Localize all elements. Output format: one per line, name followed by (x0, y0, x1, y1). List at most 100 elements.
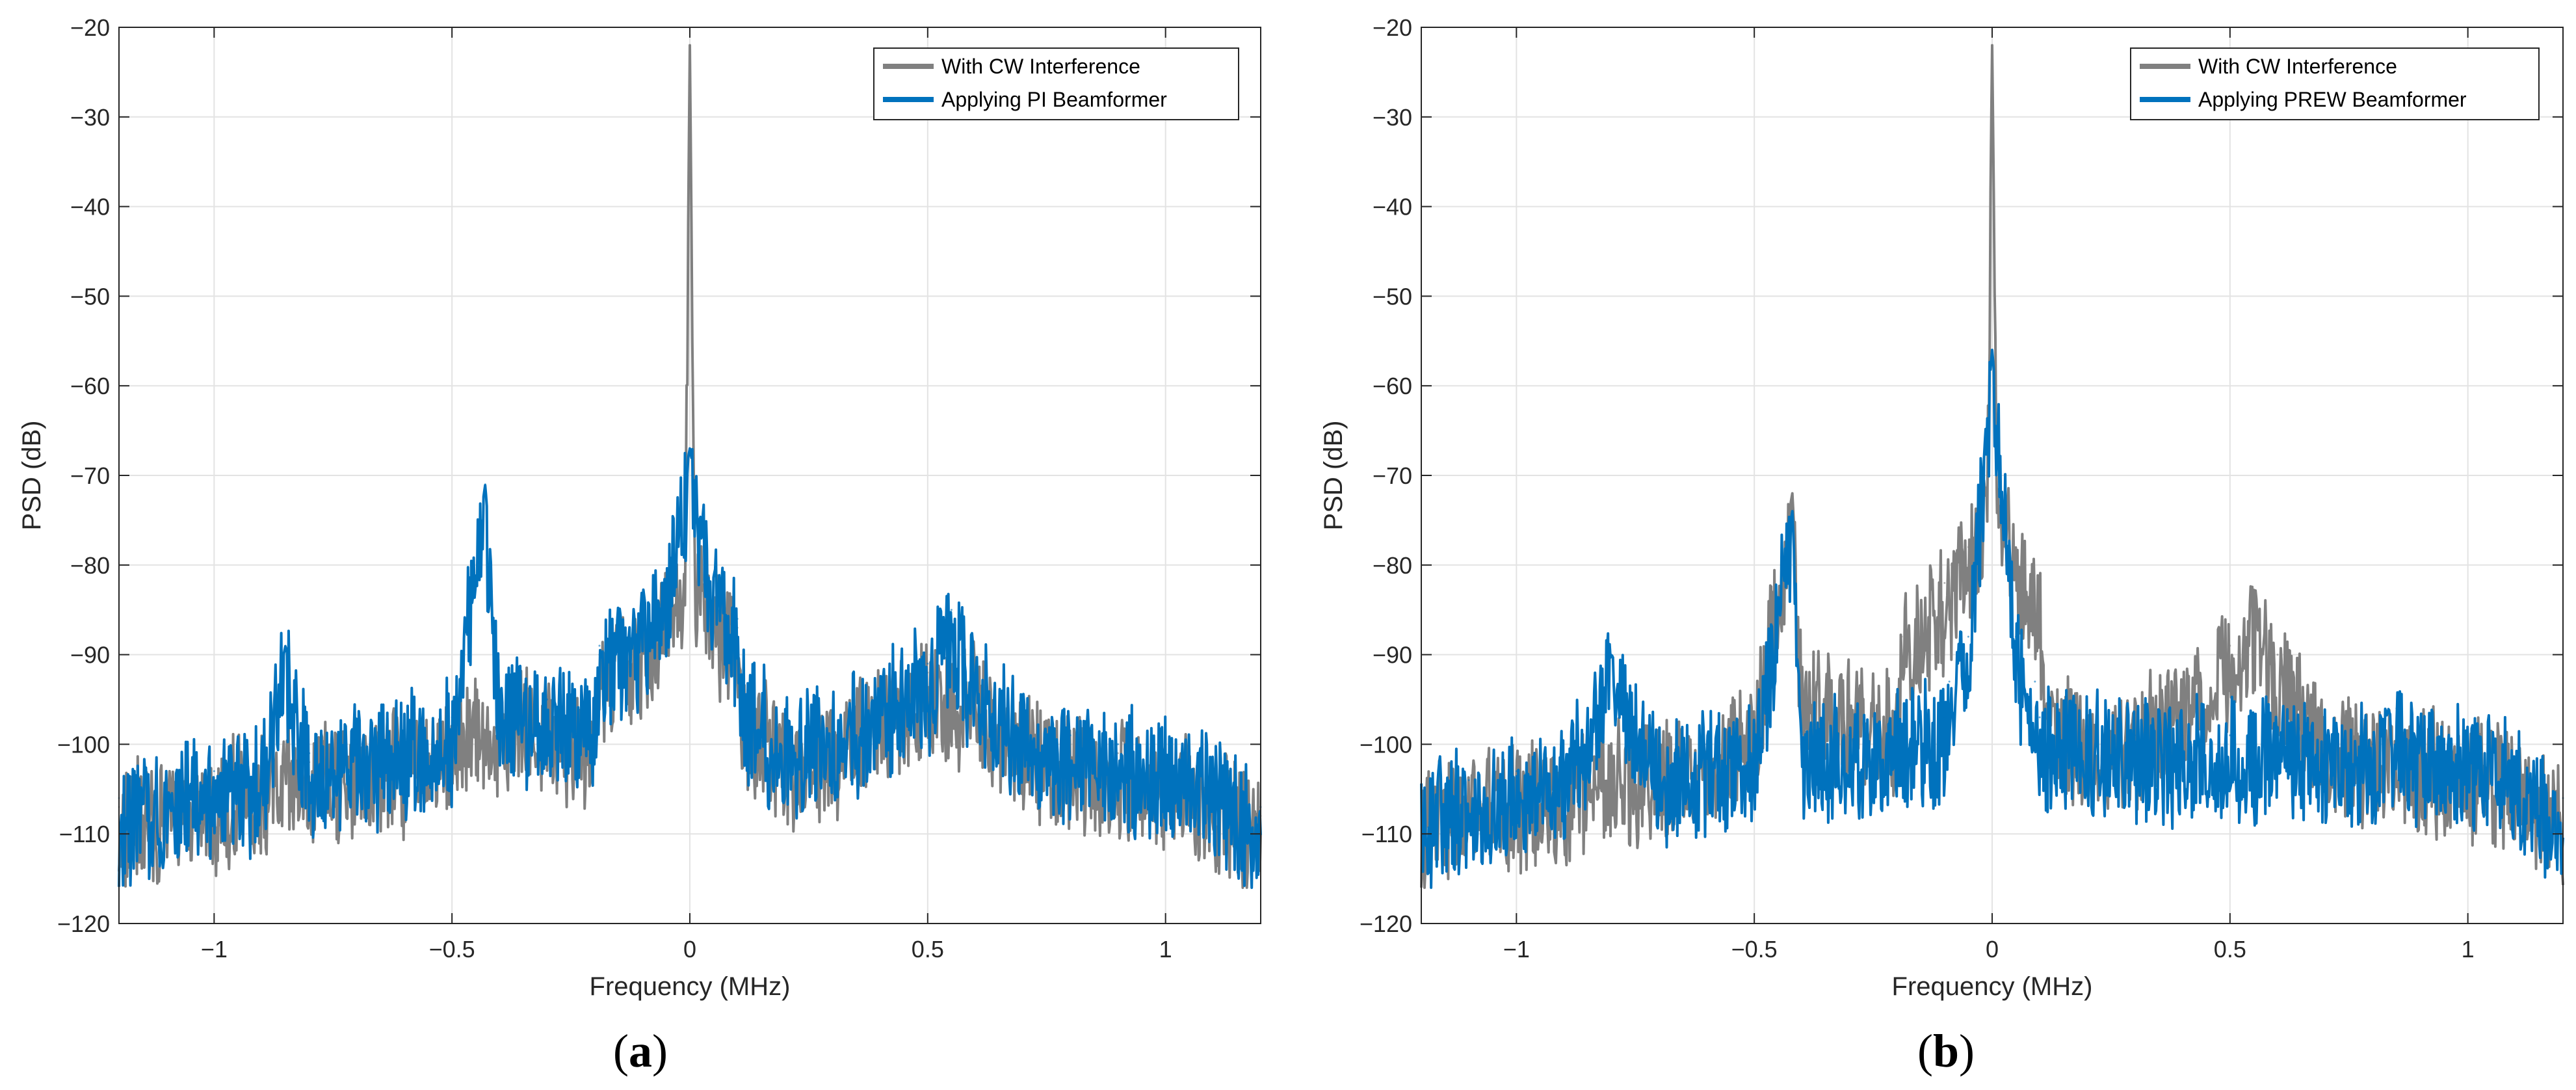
panel-b-series-1-point-2 (1515, 770, 1518, 773)
panel-a-ytick-label-3: −90 (70, 642, 110, 669)
panel-b-series-0-point-13 (1943, 581, 1946, 584)
panel-b-ytick-label-5: −70 (1373, 462, 1412, 489)
panel-b-caption: (b) (1917, 1025, 1975, 1077)
panel-b-series-1-point-21 (2134, 734, 2136, 737)
panel-a-series-1-point-11 (546, 698, 548, 700)
panel-b-series-1-point-11 (1848, 734, 1850, 737)
panel-b-series-1-point-23 (2229, 734, 2231, 737)
panel-a-series-1-point-12 (594, 707, 596, 710)
panel-a-series-0-point-16 (693, 564, 696, 566)
panel-b-legend-label-cw: With CW Interference (2198, 55, 2397, 78)
panel-b-series-1-point-16 (1991, 349, 1993, 351)
panel-b-series-1-point-14 (1948, 680, 1951, 683)
panel-a-ytick-label-6: −60 (70, 373, 110, 399)
panel-b-ytick-label-1: −110 (1361, 821, 1412, 847)
panel-a-series-1-point-24 (950, 609, 953, 611)
panel-a-xtick-label-3: 0.5 (912, 936, 944, 963)
panel-a-series-1-point-2 (213, 770, 215, 773)
panel-a-xtick-label-1: −0.5 (429, 936, 475, 963)
panel-a-ytick-label-5: −70 (70, 462, 110, 489)
panel-b-series-1-point-27 (2395, 707, 2398, 710)
panel-a-ylabel: PSD (dB) (18, 421, 46, 531)
panel-a-ytick-label-0: −120 (57, 911, 110, 937)
panel-a-series-1-point-23 (927, 662, 929, 665)
panel-b-series-0-point-23 (2181, 680, 2184, 683)
panel-a-tick-labels: −1 −0.5 0 0.5 1 −120 −110 −100 −90 −80 −70 −60 −50 −4… (57, 14, 1172, 963)
panel-a-series-1-point-29 (1164, 752, 1167, 754)
panel-b-series-0-point-24 (2229, 645, 2231, 647)
panel-b-ytick-label-6: −60 (1373, 373, 1412, 399)
panel-a-ytick-label-8: −40 (70, 194, 110, 220)
panel-b-series-0-point-7 (1753, 716, 1755, 719)
panel-a-series-1-point-8 (451, 716, 453, 719)
panel-a-series (118, 44, 1262, 889)
panel-a-series-1-point-20 (783, 725, 786, 728)
panel-b-series-0-point-1 (1467, 788, 1470, 790)
panel-b-xtick-label-4: 1 (2462, 936, 2475, 963)
panel-b-series-1-point-9 (1791, 510, 1794, 512)
panel-b-series-1-point-1 (1467, 779, 1470, 782)
panel-b-series-1-point-20 (2086, 725, 2088, 728)
panel-b-series-0-point-12 (1900, 635, 1903, 638)
panel-b-ylabel: PSD (dB) (1319, 421, 1348, 531)
panel-a-series-1-point-22 (879, 689, 882, 692)
panel-a-series-1-point-16 (689, 447, 691, 450)
panel-b-series-1-point-15 (1967, 635, 1969, 638)
panel-b-series-1-point-17 (2015, 635, 2017, 638)
panel-a-series-1-point-3 (261, 761, 263, 764)
panel-b-tick-labels: −1 −0.5 0 0.5 1 −120 −110 −100 −90 −80 −70 −60 −50 −4… (1360, 14, 2475, 963)
panel-a-series-1-point-25 (974, 671, 977, 674)
panel-b-series-1-point-30 (2514, 761, 2517, 764)
panel-a-series-1-point-18 (736, 617, 739, 620)
panel-b-series-1-point-29 (2467, 743, 2469, 745)
panel-a-series-1-point-9 (484, 483, 486, 486)
panel-b-series-1-point-26 (2371, 743, 2374, 745)
panel-b-ytick-label-9: −30 (1373, 104, 1412, 131)
panel-a-series-1-point-4 (284, 645, 287, 647)
panel-a-legend-box (873, 47, 1239, 120)
panel-a-caption: (a) (613, 1025, 668, 1077)
panel-a-series-1-point-13 (598, 645, 601, 647)
panel-b-ticks (1421, 27, 2563, 924)
panel-b-series-1-point-5 (1610, 654, 1613, 656)
panel-a-xtick-label-0: −1 (201, 936, 228, 963)
panel-a-series-0-point-15 (689, 44, 691, 47)
panel-b-series-1-point-10 (1800, 734, 1803, 737)
panel-b-series-0-point-4 (1610, 761, 1613, 764)
panel-b-legend-box (2130, 47, 2540, 120)
panel-a-ytick-label-7: −50 (70, 283, 110, 310)
panel-b-series-1-point-22 (2181, 734, 2184, 737)
panel-b-series-0-point-8 (1791, 492, 1794, 495)
panel-a-series-1-point-7 (403, 734, 406, 737)
panel-a-ticks (119, 27, 1261, 924)
panel-b-series-1-point-8 (1753, 743, 1755, 745)
panel-b-xtick-label-1: −0.5 (1731, 936, 1778, 963)
panel-b-ytick-label-8: −40 (1373, 194, 1412, 220)
panel-b-series-0-point-26 (2276, 654, 2279, 656)
panel-a-legend-label-pi: Applying PI Beamformer (941, 88, 1167, 111)
panel-b-series-0-point-9 (1800, 680, 1803, 683)
panel-b-series-1-point-28 (2419, 743, 2421, 745)
panel-b-series-0-point-10 (1848, 698, 1850, 700)
panel-b-ytick-label-10: −20 (1373, 14, 1412, 41)
panel-a-series-1-point-28 (1117, 743, 1119, 745)
panel-b-ytick-label-2: −100 (1360, 731, 1412, 758)
panel-a-series-1-point-15 (664, 581, 667, 584)
panel-b-ytick-label-0: −120 (1360, 911, 1412, 937)
panel-b-caption-letter: b (1933, 1025, 1959, 1077)
panel-a-series-1-point-21 (832, 725, 834, 728)
panel-b-xtick-label-2: 0 (1986, 936, 1999, 963)
panel-a-ytick-label-4: −80 (70, 552, 110, 579)
panel-b-ytick-label-3: −90 (1373, 642, 1412, 669)
panel-a-series-0-point-14 (684, 564, 687, 566)
panel-b-series-1-point-12 (1896, 725, 1899, 728)
panel-b-series-0-point-18 (2015, 546, 2017, 548)
panel-a-series-1-point-19 (741, 689, 743, 692)
panel-b-legend-label-prew: Applying PREW Beamformer (2198, 88, 2467, 111)
panel-a: −1 −0.5 0 0.5 1 −120 −110 −100 −90 −80 −70 −60 −50 −4… (18, 14, 1262, 1077)
panel-a-xlabel: Frequency (MHz) (590, 972, 791, 1001)
panel-b-series-1-point-6 (1658, 752, 1661, 754)
panel-b-series-1-point-24 (2276, 734, 2279, 737)
panel-a-series-1-point-14 (641, 617, 644, 620)
